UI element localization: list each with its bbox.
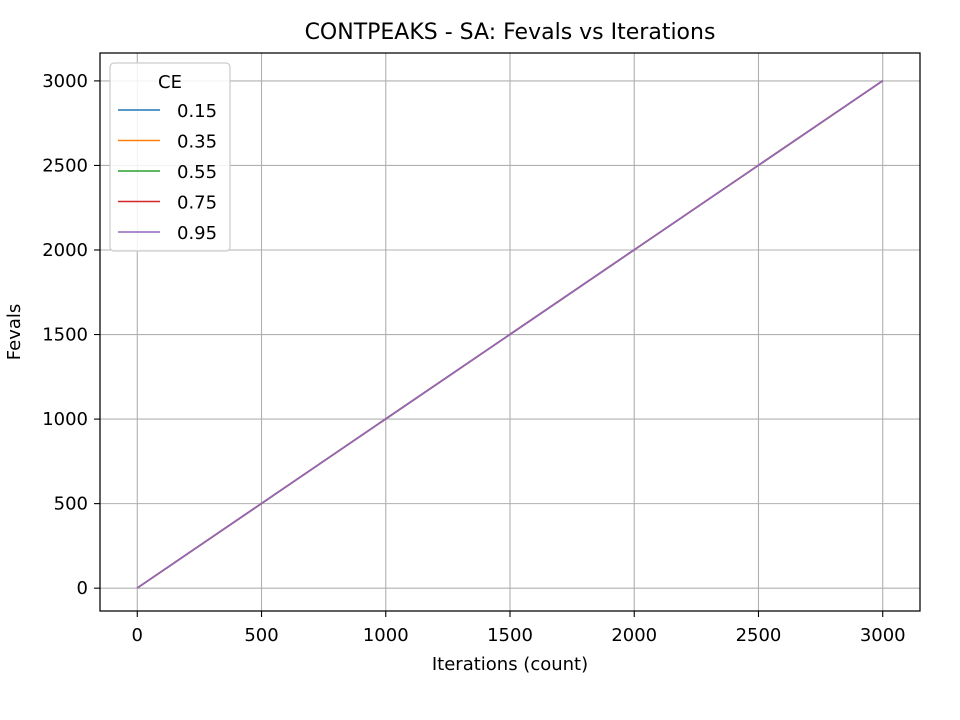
y-tick-label: 1000 — [42, 409, 88, 430]
chart-title: CONTPEAKS - SA: Fevals vs Iterations — [305, 20, 716, 45]
x-tick-label: 2000 — [611, 625, 657, 646]
x-tick-label: 1000 — [363, 625, 409, 646]
x-tick-label: 0 — [132, 625, 143, 646]
x-tick-label: 500 — [244, 625, 278, 646]
legend-title: CE — [158, 72, 182, 93]
y-tick-label: 0 — [77, 578, 88, 599]
series-lines — [136, 80, 884, 589]
y-tick-label: 1500 — [42, 325, 88, 346]
x-tick-label: 1500 — [487, 625, 533, 646]
y-tick-label: 500 — [54, 494, 88, 515]
y-tick-label: 2500 — [42, 155, 88, 176]
y-tick-label: 3000 — [42, 71, 88, 92]
legend-label: 0.15 — [177, 101, 217, 122]
axis-ticks: 0 500 1000 1500 2000 2500 3000 0 500 1000 1500 2000… — [42, 71, 905, 646]
legend-label: 0.35 — [177, 132, 217, 153]
legend-label: 0.75 — [177, 193, 217, 214]
legend-entries: 0.15 0.35 0.55 0.75 0.95 — [118, 101, 217, 244]
series-line-0-95 — [136, 80, 884, 589]
legend-label: 0.55 — [177, 162, 217, 183]
y-tick-label: 2000 — [42, 240, 88, 261]
x-tick-label: 3000 — [860, 625, 906, 646]
legend-label: 0.95 — [177, 223, 217, 244]
x-tick-label: 2500 — [736, 625, 782, 646]
legend: CE 0.15 0.35 0.55 0.75 0.95 — [109, 62, 231, 252]
y-axis-title: Fevals — [4, 304, 25, 361]
x-axis-title: Iterations (count) — [432, 654, 588, 675]
